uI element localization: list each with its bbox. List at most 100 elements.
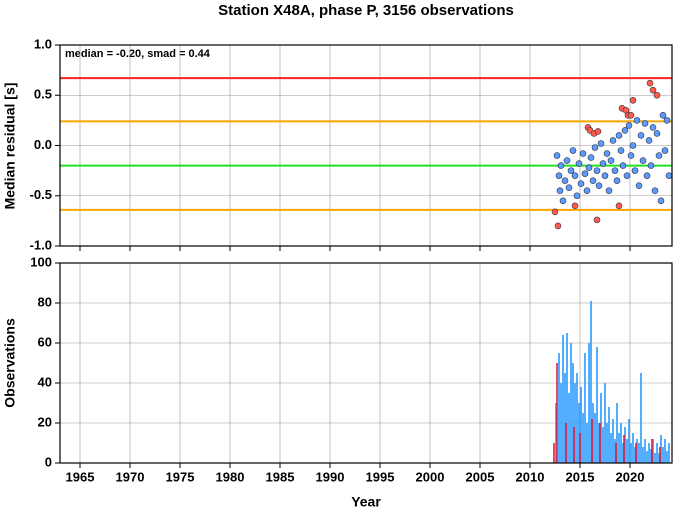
x-axis-label: Year (351, 494, 381, 510)
point (659, 112, 667, 119)
bar (646, 451, 648, 463)
bar (582, 413, 584, 463)
x-tick-label: 2015 (566, 469, 595, 484)
y-tick-label: 100 (30, 254, 52, 269)
bar (632, 433, 634, 463)
bar (658, 453, 660, 463)
bar (634, 447, 636, 463)
point (651, 187, 659, 195)
bar (573, 427, 575, 463)
bar (568, 393, 570, 463)
bar (572, 363, 574, 463)
bar (566, 333, 568, 463)
point (633, 117, 641, 124)
point (599, 160, 607, 167)
y-tick-label: 0 (45, 454, 52, 469)
point (649, 124, 657, 131)
point (611, 167, 619, 174)
bar (623, 435, 625, 463)
bar (606, 423, 608, 463)
point (627, 112, 635, 119)
point (579, 150, 587, 157)
point (577, 180, 585, 187)
point (643, 172, 651, 179)
bar (591, 419, 593, 463)
x-tick-label: 2000 (416, 469, 445, 484)
point (567, 167, 575, 174)
point (593, 167, 601, 174)
bar (596, 347, 598, 463)
bar (624, 427, 626, 463)
bar (610, 433, 612, 463)
bar (656, 443, 658, 463)
point (637, 132, 645, 139)
point (589, 177, 597, 184)
y-tick-label: 0.5 (34, 87, 52, 102)
bar (620, 423, 622, 463)
x-tick-label: 1985 (266, 469, 295, 484)
bar (599, 423, 601, 463)
point (627, 152, 635, 159)
bar (652, 439, 654, 463)
bar (576, 373, 578, 463)
bar (580, 387, 582, 463)
bar (642, 447, 644, 463)
point (601, 172, 609, 179)
bar (628, 419, 630, 463)
bar (600, 393, 602, 463)
point (607, 157, 615, 164)
point (613, 177, 621, 184)
y-tick-label: 40 (38, 374, 52, 389)
bar (650, 449, 652, 463)
bar (558, 353, 560, 463)
point (555, 172, 563, 179)
bar (553, 443, 555, 463)
point (581, 170, 589, 177)
point (605, 187, 613, 195)
bar (579, 433, 581, 463)
x-tick-label: 1965 (66, 469, 95, 484)
bar (626, 439, 628, 463)
bar (590, 301, 592, 463)
x-tick-label: 2005 (466, 469, 495, 484)
y-tick-label: 1.0 (34, 36, 52, 51)
x-tick-label: 1990 (316, 469, 345, 484)
point (559, 197, 567, 205)
point (593, 216, 601, 224)
point (563, 157, 571, 164)
bar (594, 413, 596, 463)
point (573, 192, 581, 200)
point (591, 144, 599, 151)
point (661, 147, 669, 154)
plot-frame (59, 262, 673, 464)
point (597, 140, 605, 147)
point (645, 137, 653, 144)
chart-title: Station X48A, phase P, 3156 observations (218, 2, 514, 19)
y-tick-label: 80 (38, 294, 52, 309)
bar (584, 353, 586, 463)
point (653, 91, 661, 99)
point (557, 162, 565, 169)
bar (618, 433, 620, 463)
bar (660, 435, 662, 463)
annotation: median = -0.20, smad = 0.44 (65, 48, 211, 60)
point (595, 182, 603, 189)
point (649, 86, 657, 94)
bar (638, 443, 640, 463)
x-tick-label: 2010 (516, 469, 545, 484)
bar (615, 443, 617, 463)
point (629, 96, 637, 104)
bar (555, 403, 557, 463)
bar (612, 419, 614, 463)
point (556, 187, 564, 195)
point (646, 79, 654, 87)
x-tick-label: 1975 (166, 469, 195, 484)
bar (654, 453, 656, 463)
point (639, 157, 647, 164)
plot-frame (59, 44, 673, 247)
point (647, 162, 655, 169)
bar (578, 403, 580, 463)
x-tick-label: 1995 (366, 469, 395, 484)
bar (636, 439, 638, 463)
